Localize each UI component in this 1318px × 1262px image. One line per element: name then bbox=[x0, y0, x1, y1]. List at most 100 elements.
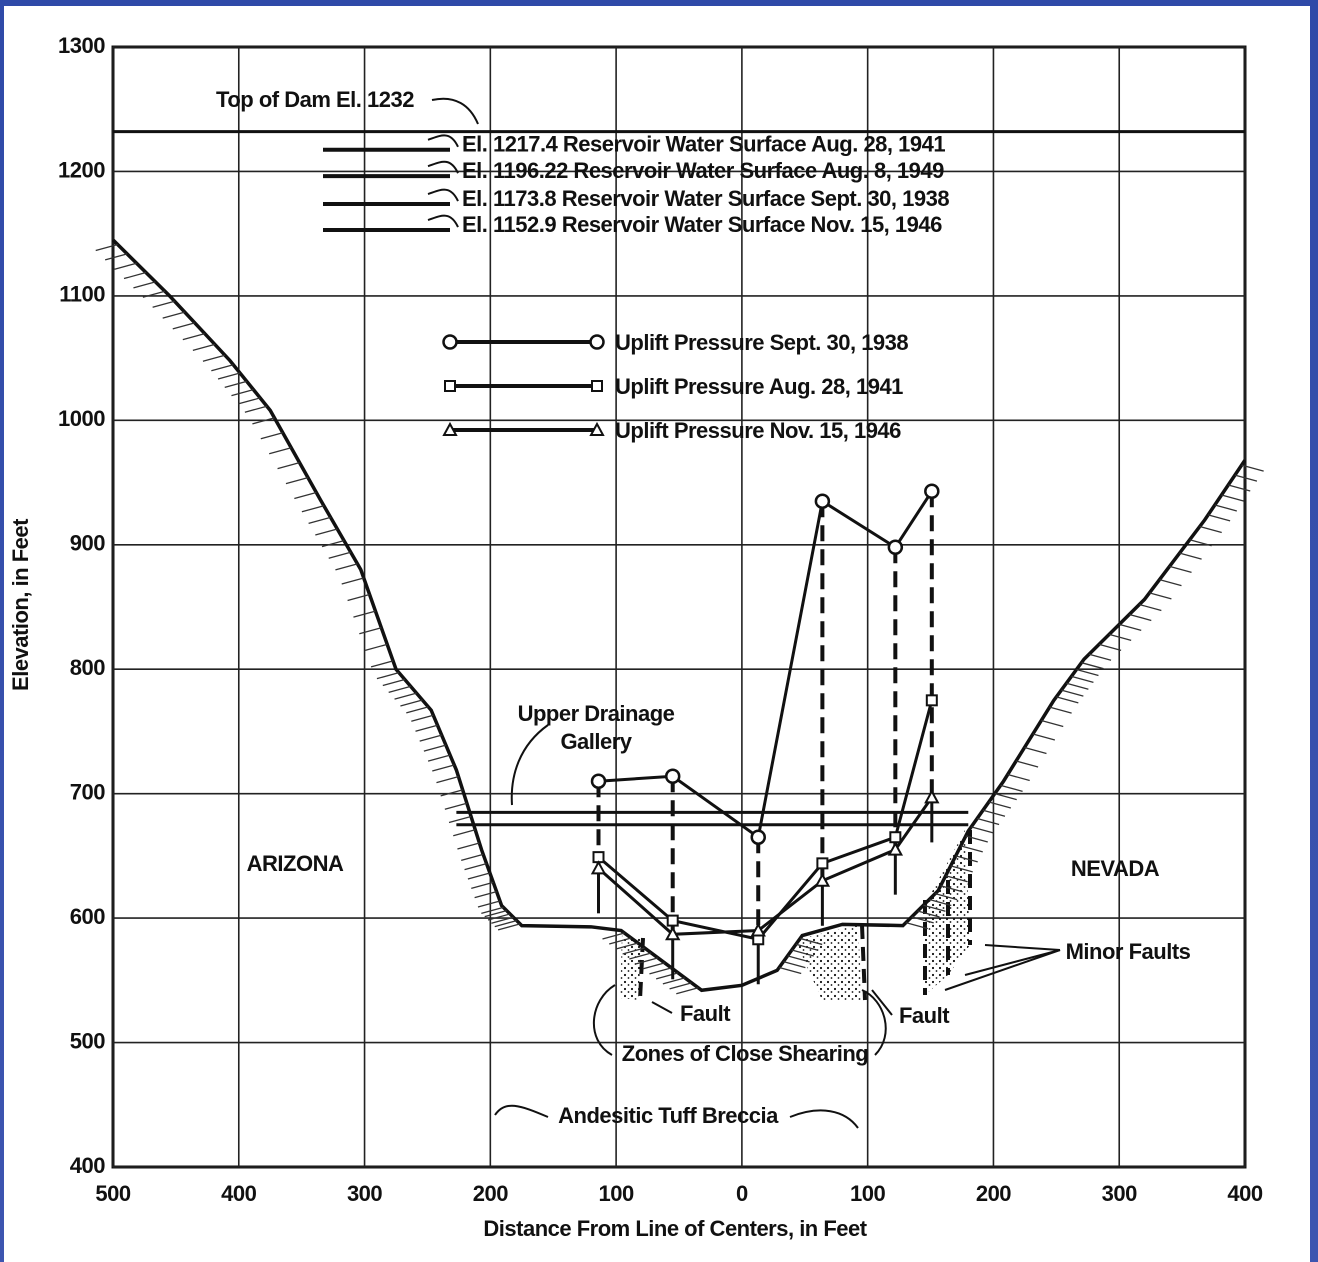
rock-hatch bbox=[172, 322, 195, 330]
rock-hatch bbox=[1169, 565, 1192, 573]
rock-hatch bbox=[294, 491, 317, 500]
rock-hatch bbox=[461, 853, 484, 861]
x-tick-label: 300 bbox=[1102, 1181, 1137, 1206]
rock-hatch bbox=[971, 826, 994, 834]
rock-hatch bbox=[1098, 643, 1122, 651]
rock-hatch bbox=[676, 987, 699, 995]
rock-hatch bbox=[1061, 689, 1084, 697]
shear-zone bbox=[795, 925, 862, 1000]
x-axis-label: Distance From Line of Centers, in Feet bbox=[483, 1216, 867, 1241]
marker bbox=[924, 789, 940, 804]
x-tick-label: 100 bbox=[850, 1181, 885, 1206]
y-tick-label: 700 bbox=[70, 779, 105, 804]
x-tick-label: 400 bbox=[221, 1181, 256, 1206]
rock-hatch bbox=[341, 577, 364, 585]
rock-hatch bbox=[370, 660, 394, 668]
rock-hatch bbox=[1214, 504, 1237, 512]
rock-hatch bbox=[994, 793, 1017, 801]
marker bbox=[665, 926, 681, 941]
rock-hatch bbox=[382, 678, 405, 687]
series-line bbox=[597, 699, 934, 941]
rock-hatch bbox=[615, 942, 639, 950]
series-line bbox=[597, 796, 934, 936]
rock-hatch bbox=[923, 904, 946, 912]
rock-hatch bbox=[244, 405, 268, 413]
rock-hatch bbox=[1149, 592, 1172, 600]
rock-hatch bbox=[285, 476, 309, 485]
rock-hatch bbox=[960, 845, 983, 853]
rock-hatch bbox=[950, 865, 973, 873]
rock-hatch bbox=[301, 505, 325, 513]
rock-hatch bbox=[1076, 668, 1099, 677]
reservoir-label: El. 1196.22 Reservoir Water Surface Aug.… bbox=[462, 158, 944, 183]
y-tick-label: 500 bbox=[70, 1028, 105, 1053]
rock-hatch bbox=[400, 699, 423, 707]
rock-hatch bbox=[394, 692, 417, 700]
rock-hatch bbox=[1207, 514, 1231, 522]
annotation: Minor Faults bbox=[1066, 939, 1191, 964]
rock-hatch bbox=[415, 724, 438, 732]
rock-hatch bbox=[237, 397, 261, 405]
rock-hatch bbox=[929, 898, 952, 907]
rock-hatch bbox=[388, 685, 411, 693]
x-tick-label: 0 bbox=[736, 1181, 748, 1206]
rock-hatch bbox=[783, 961, 806, 969]
reservoir-arrow bbox=[427, 160, 459, 174]
rock-hatch bbox=[494, 919, 517, 928]
dam-top-label: Top of Dam El. 1232 bbox=[216, 87, 414, 112]
rock-hatch bbox=[315, 528, 338, 536]
rock-hatch bbox=[487, 913, 511, 921]
rock-hatch bbox=[791, 949, 814, 957]
y-tick-label: 1300 bbox=[58, 33, 105, 58]
rock-hatch bbox=[1007, 773, 1030, 782]
marker bbox=[925, 694, 938, 707]
rock-hatch bbox=[1241, 464, 1264, 472]
marker bbox=[589, 421, 605, 436]
rock-hatch bbox=[224, 380, 247, 388]
series-line bbox=[598, 490, 934, 840]
rock-hatch bbox=[662, 977, 686, 985]
x-tick-label: 300 bbox=[347, 1181, 382, 1206]
rock-hatch bbox=[1000, 784, 1023, 792]
rock-hatch bbox=[1041, 719, 1064, 728]
marker bbox=[816, 857, 829, 870]
marker bbox=[750, 922, 766, 937]
rock-hatch bbox=[1024, 746, 1047, 755]
gallery-label: Gallery bbox=[560, 729, 632, 754]
rock-hatch bbox=[142, 290, 166, 298]
y-tick-label: 900 bbox=[70, 531, 105, 556]
ground-profile bbox=[111, 238, 1247, 993]
x-tick-label: 100 bbox=[599, 1181, 634, 1206]
rock-hatch bbox=[1234, 474, 1258, 482]
rock-hatch bbox=[779, 966, 802, 975]
rock-hatch bbox=[152, 300, 175, 308]
rock-hatch bbox=[1049, 706, 1072, 714]
legend-label: Uplift Pressure Nov. 15, 1946 bbox=[615, 418, 901, 443]
rock-hatch bbox=[1032, 733, 1056, 741]
rock-hatch bbox=[411, 714, 434, 722]
marker bbox=[590, 860, 607, 875]
rock-hatch bbox=[965, 835, 988, 843]
rock-hatch bbox=[1179, 552, 1202, 560]
rock-hatch bbox=[359, 627, 382, 635]
rock-hatch bbox=[787, 955, 810, 963]
rock-hatch bbox=[1088, 653, 1112, 661]
page: Top of Dam El. 1232 ARIZONA NEVADA Minor… bbox=[4, 6, 1310, 1262]
rock-hatch bbox=[182, 333, 205, 341]
rock-hatch bbox=[1081, 662, 1104, 670]
rock-hatch bbox=[457, 842, 480, 850]
rock-hatch bbox=[491, 916, 514, 924]
y-tick-label: 1200 bbox=[58, 157, 105, 182]
rock-hatch bbox=[982, 809, 1006, 817]
rock-hatch bbox=[308, 516, 331, 525]
rock-hatch bbox=[252, 417, 275, 425]
rock-hatch bbox=[497, 923, 521, 931]
marker bbox=[664, 768, 681, 784]
rock-hatch bbox=[635, 957, 659, 965]
legend-label: Uplift Pressure Aug. 28, 1941 bbox=[615, 374, 903, 399]
rock-hatch bbox=[799, 937, 823, 946]
reservoir-arrow bbox=[427, 214, 459, 228]
rock-hatch bbox=[1221, 494, 1244, 502]
rock-hatch bbox=[406, 706, 429, 714]
shear-zone bbox=[620, 935, 642, 1000]
